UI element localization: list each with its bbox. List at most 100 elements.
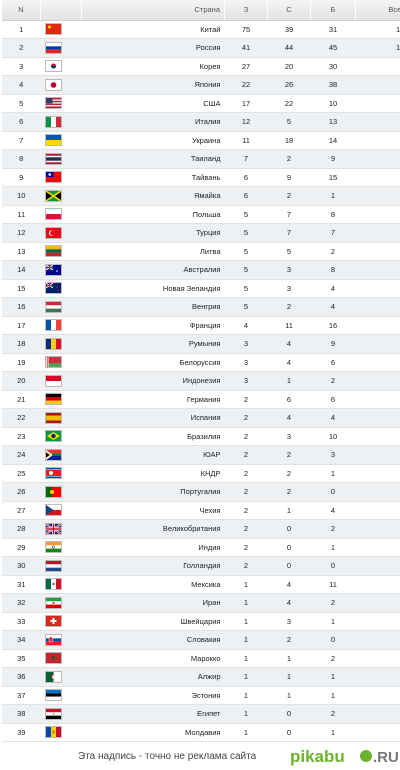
table-row[interactable]: 39Молдавия1012 <box>2 723 400 742</box>
rank-cell: 1 <box>2 20 41 39</box>
table-row[interactable]: 5 США17221049 <box>2 94 400 113</box>
table-row[interactable]: 20 Индонезия3126 <box>2 371 400 391</box>
table-row[interactable]: 21Германия26614 <box>2 390 400 409</box>
turkey-flag-icon <box>44 226 62 239</box>
bronze-cell: 2 <box>310 704 356 724</box>
total-cell: 3 <box>355 538 400 557</box>
algeria-flag-icon <box>44 670 62 683</box>
france-flag-icon <box>44 319 62 332</box>
header-country[interactable]: Страна <box>81 0 225 21</box>
table-row[interactable]: 1 Китай753931145 <box>2 20 400 39</box>
table-row[interactable]: 15 Новая Зеландия53412 <box>2 279 400 298</box>
table-row[interactable]: 18 Румыния34916 <box>2 334 400 354</box>
table-row[interactable]: 12Турция57719 <box>2 223 400 243</box>
table-row[interactable]: 17 Франция4111631 <box>2 316 400 335</box>
rank-cell: 22 <box>2 408 41 428</box>
gold-cell: 2 <box>224 519 268 539</box>
rank-cell: 10 <box>2 186 41 206</box>
flag-cell <box>40 223 82 243</box>
country-cell: Голландия <box>81 556 225 576</box>
country-cell: Португалия <box>81 482 225 502</box>
bronze-cell: 38 <box>310 75 356 95</box>
rank-cell: 13 <box>2 242 41 261</box>
flag-cell <box>40 20 82 39</box>
table-row[interactable]: 22Испания24410 <box>2 408 400 428</box>
belarus-flag-icon <box>44 356 62 369</box>
header-flag <box>40 0 82 21</box>
header-rank[interactable]: N <box>2 0 41 21</box>
total-cell: 10 <box>355 408 400 428</box>
silver-cell: 1 <box>267 686 311 705</box>
country-cell: Ямайка <box>81 186 225 206</box>
table-row[interactable]: 30Голландия2002 <box>2 556 400 576</box>
header-gold[interactable]: З <box>224 0 268 21</box>
header-silver[interactable]: С <box>267 0 311 21</box>
table-body: 1Китай7539311452Россия4144451303Корея272… <box>2 20 400 761</box>
table-row[interactable]: 19 Белоруссия34613 <box>2 353 400 372</box>
silver-cell: 22 <box>267 94 311 113</box>
table-row[interactable]: 10 Ямайка6219 <box>2 186 400 206</box>
flag-cell <box>40 667 82 687</box>
total-cell: 30 <box>355 168 400 187</box>
brazil-flag-icon <box>44 430 62 443</box>
table-row[interactable]: 6 Италия1251330 <box>2 112 400 132</box>
table-row[interactable]: 23Бразилия231015 <box>2 427 400 446</box>
table-row[interactable]: 16 Венгрия52411 <box>2 297 400 317</box>
country-cell: Украина <box>81 131 225 150</box>
table-row[interactable]: 25КНДР2215 <box>2 464 400 483</box>
rank-cell: 7 <box>2 131 41 150</box>
table-row[interactable]: 32 Иран1427 <box>2 593 400 613</box>
table-row[interactable]: 35Марокко1124 <box>2 649 400 668</box>
total-cell: 4 <box>355 482 400 502</box>
table-row[interactable]: 33Швейцария1315 <box>2 612 400 631</box>
table-row[interactable]: 27 Чехия2147 <box>2 501 400 520</box>
rank-cell: 31 <box>2 575 41 594</box>
table-row[interactable]: 9Тайвань691530 <box>2 168 400 187</box>
table-row[interactable]: 11 Польша57820 <box>2 205 400 224</box>
table-row[interactable]: 3 Корея27203077 <box>2 57 400 76</box>
table-row[interactable]: 31 Мексика141116 <box>2 575 400 594</box>
bronze-cell: 31 <box>310 20 356 39</box>
total-cell: 4 <box>355 519 400 539</box>
table-row[interactable]: 2 Россия414445130 <box>2 38 400 58</box>
bronze-cell: 8 <box>310 260 356 280</box>
egypt-flag-icon <box>44 707 62 720</box>
table-row[interactable]: 7 Украина11181443 <box>2 131 400 150</box>
bronze-cell: 2 <box>310 371 356 391</box>
country-cell: Франция <box>81 316 225 335</box>
bronze-cell: 1 <box>310 667 356 687</box>
total-cell: 2 <box>355 723 400 742</box>
table-row[interactable]: 24ЮАР2237 <box>2 445 400 465</box>
country-cell: Индонезия <box>81 371 225 391</box>
bronze-cell: 1 <box>310 686 356 705</box>
header-bronze[interactable]: Б <box>310 0 356 21</box>
iran-flag-icon <box>44 596 62 609</box>
table-row[interactable]: 28Великобритания2024 <box>2 519 400 539</box>
table-row[interactable]: 4 Япония22263886 <box>2 75 400 95</box>
bronze-cell: 7 <box>310 223 356 243</box>
rank-cell: 29 <box>2 538 41 557</box>
silver-cell: 3 <box>267 260 311 280</box>
country-cell: Япония <box>81 75 225 95</box>
country-cell: Россия <box>81 38 225 58</box>
portugal-flag-icon <box>44 485 62 498</box>
spain-flag-icon <box>44 411 62 424</box>
header-total[interactable]: Всего <box>355 0 400 21</box>
total-cell: 4 <box>355 649 400 668</box>
gold-cell: 1 <box>224 649 268 668</box>
flag-cell <box>40 57 82 76</box>
rank-cell: 38 <box>2 704 41 724</box>
table-row[interactable]: 14 Австралия53816 <box>2 260 400 280</box>
total-cell: 43 <box>355 131 400 150</box>
table-row[interactable]: 26Португалия2204 <box>2 482 400 502</box>
table-row[interactable]: 8 Таиланд72918 <box>2 149 400 169</box>
total-cell: 3 <box>355 686 400 705</box>
rank-cell: 20 <box>2 371 41 391</box>
table-row[interactable]: 13Литва55212 <box>2 242 400 261</box>
gold-cell: 5 <box>224 260 268 280</box>
